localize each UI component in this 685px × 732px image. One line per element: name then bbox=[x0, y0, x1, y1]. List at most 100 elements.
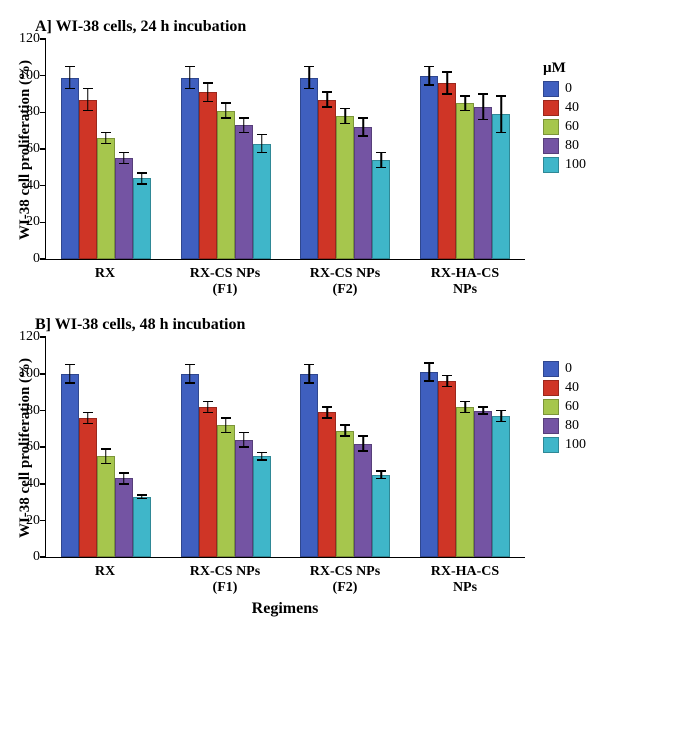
error-cap bbox=[322, 406, 332, 408]
bar bbox=[97, 456, 115, 557]
error-cap bbox=[460, 412, 470, 414]
bar bbox=[97, 138, 115, 259]
error-cap bbox=[185, 88, 195, 90]
legend-row: 80 bbox=[543, 138, 586, 154]
legend-swatch bbox=[543, 100, 559, 116]
error-cap bbox=[358, 117, 368, 119]
error-cap bbox=[496, 95, 506, 97]
error-cap bbox=[322, 91, 332, 93]
error-cap bbox=[424, 84, 434, 86]
legend-swatch bbox=[543, 437, 559, 453]
bar-group bbox=[300, 374, 390, 557]
error-bar bbox=[363, 436, 365, 451]
legend-row: 60 bbox=[543, 119, 586, 135]
bar bbox=[420, 76, 438, 259]
bar-wrap bbox=[115, 478, 133, 557]
error-bar bbox=[428, 363, 430, 381]
bar-group bbox=[181, 374, 271, 557]
error-bar bbox=[261, 134, 263, 152]
bar bbox=[235, 440, 253, 557]
panel-a-title: A] WI-38 cells, 24 h incubation bbox=[35, 18, 680, 36]
bar bbox=[300, 374, 318, 557]
bar-group bbox=[181, 78, 271, 260]
error-cap bbox=[239, 117, 249, 119]
error-cap bbox=[358, 435, 368, 437]
error-bar bbox=[69, 365, 71, 383]
bar-wrap bbox=[133, 178, 151, 259]
legend-label: 100 bbox=[565, 437, 586, 453]
error-cap bbox=[340, 123, 350, 125]
bar-group bbox=[300, 78, 390, 260]
error-bar bbox=[446, 72, 448, 94]
bar-wrap bbox=[354, 444, 372, 558]
legend-swatch bbox=[543, 81, 559, 97]
legend-label: 80 bbox=[565, 418, 579, 434]
bar-wrap bbox=[420, 76, 438, 259]
error-cap bbox=[239, 132, 249, 134]
xcategory-label: RX-CS NPs (F1) bbox=[165, 266, 285, 298]
error-bar bbox=[207, 83, 209, 101]
error-bar bbox=[500, 96, 502, 133]
panel-a-plotblock: 020406080100120 RXRX-CS NPs (F1)RX-CS NP… bbox=[45, 40, 525, 298]
error-bar bbox=[309, 365, 311, 383]
error-cap bbox=[358, 135, 368, 137]
xcategory-label: RX-CS NPs (F1) bbox=[165, 564, 285, 596]
error-cap bbox=[460, 401, 470, 403]
xcategory-label: RX-HA-CS NPs bbox=[405, 564, 525, 596]
bar-wrap bbox=[133, 497, 151, 558]
error-cap bbox=[478, 119, 488, 121]
error-cap bbox=[340, 108, 350, 110]
bar-wrap bbox=[354, 127, 372, 259]
bar bbox=[79, 418, 97, 557]
error-bar bbox=[428, 67, 430, 85]
error-cap bbox=[137, 172, 147, 174]
bar-wrap bbox=[217, 111, 235, 260]
bar-wrap bbox=[336, 116, 354, 259]
bar bbox=[474, 411, 492, 558]
bar-wrap bbox=[474, 107, 492, 259]
error-cap bbox=[119, 163, 129, 165]
error-cap bbox=[304, 364, 314, 366]
bar bbox=[115, 478, 133, 557]
bar-wrap bbox=[61, 78, 79, 260]
error-cap bbox=[424, 380, 434, 382]
error-cap bbox=[221, 432, 231, 434]
error-cap bbox=[340, 435, 350, 437]
bar-wrap bbox=[181, 78, 199, 260]
error-cap bbox=[203, 412, 213, 414]
error-bar bbox=[225, 103, 227, 118]
legend-swatch bbox=[543, 119, 559, 135]
xcategory-label: RX bbox=[45, 266, 165, 298]
error-bar bbox=[327, 92, 329, 107]
bar-wrap bbox=[372, 475, 390, 558]
error-cap bbox=[257, 452, 267, 454]
error-cap bbox=[65, 88, 75, 90]
bar-wrap bbox=[336, 431, 354, 558]
panel-b-row: WI-38 cell proliferation (%) 02040608010… bbox=[5, 338, 680, 618]
bar-wrap bbox=[456, 103, 474, 259]
legend-label: 40 bbox=[565, 380, 579, 396]
bar bbox=[133, 178, 151, 259]
error-cap bbox=[442, 93, 452, 95]
error-cap bbox=[119, 472, 129, 474]
error-cap bbox=[119, 152, 129, 154]
error-cap bbox=[460, 95, 470, 97]
error-cap bbox=[83, 110, 93, 112]
bar-wrap bbox=[79, 100, 97, 260]
bar bbox=[336, 116, 354, 259]
bar-wrap bbox=[318, 100, 336, 260]
error-cap bbox=[119, 483, 129, 485]
legend-row: 0 bbox=[543, 81, 586, 97]
bar-wrap bbox=[97, 456, 115, 557]
error-cap bbox=[257, 152, 267, 154]
xcategory-label: RX-CS NPs (F2) bbox=[285, 266, 405, 298]
error-cap bbox=[185, 382, 195, 384]
error-bar bbox=[189, 365, 191, 383]
bar bbox=[217, 111, 235, 260]
legend-label: 60 bbox=[565, 119, 579, 135]
error-cap bbox=[496, 421, 506, 423]
error-cap bbox=[376, 167, 386, 169]
bar bbox=[217, 425, 235, 557]
bar bbox=[492, 416, 510, 557]
bar bbox=[199, 92, 217, 259]
